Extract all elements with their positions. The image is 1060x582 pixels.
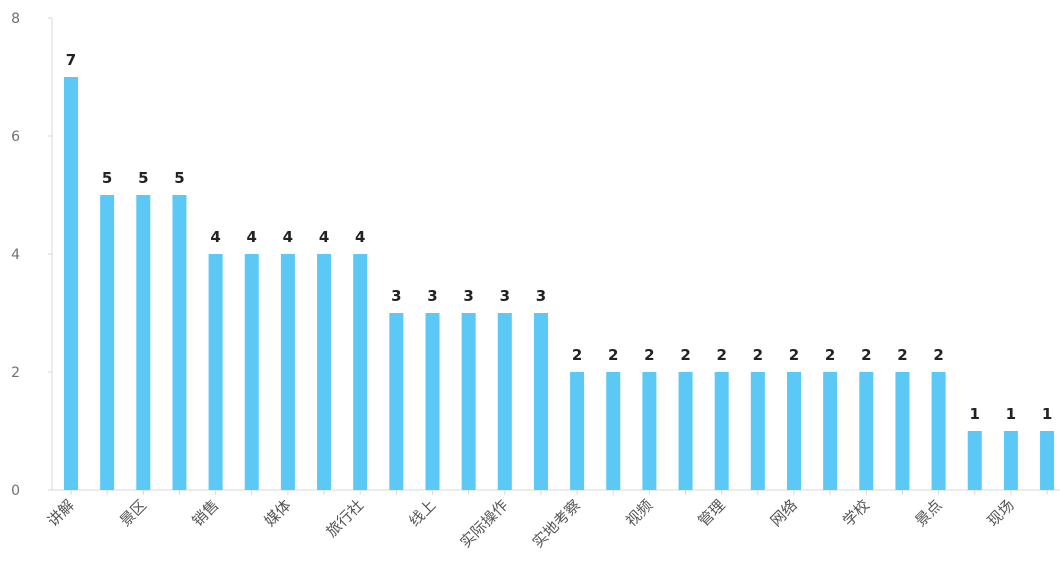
data-label: 4 <box>247 228 257 246</box>
data-label: 1 <box>1006 405 1016 423</box>
data-label: 2 <box>825 346 835 364</box>
data-label: 2 <box>789 346 799 364</box>
x-tick-label: 视频 <box>622 496 656 530</box>
data-label: 3 <box>500 287 510 305</box>
y-axis-ticks: 0 2 4 6 8 <box>11 11 52 499</box>
x-tick-label: 媒体 <box>261 496 295 530</box>
bar <box>787 372 801 490</box>
x-tick-label: 旅行社 <box>322 496 367 541</box>
bar <box>497 313 512 490</box>
bar <box>280 254 295 490</box>
data-label: 4 <box>355 228 365 246</box>
bar <box>931 372 946 490</box>
data-label: 3 <box>391 287 401 305</box>
bar <box>859 372 874 490</box>
bar <box>750 372 765 490</box>
data-label: 5 <box>102 169 112 187</box>
data-label: 5 <box>174 169 184 187</box>
data-label: 3 <box>463 287 473 305</box>
bar <box>823 372 838 490</box>
data-label: 4 <box>210 228 220 246</box>
x-tick-label: 销售 <box>188 496 222 530</box>
bar <box>533 313 548 490</box>
x-tick-label: 景区 <box>116 496 150 530</box>
data-label: 5 <box>138 169 148 187</box>
x-axis-ticks: 讲解 景区 销售 媒体 旅行社 线上 实际操作 实地考察 视频 管理 网络 学校 景点 现场 <box>44 490 1048 551</box>
data-label: 2 <box>716 346 726 364</box>
bar <box>1040 431 1055 490</box>
bar <box>389 313 404 490</box>
bar <box>64 77 78 490</box>
data-label: 4 <box>283 228 293 246</box>
x-tick-label: 讲解 <box>44 496 78 530</box>
data-label: 1 <box>1042 405 1052 423</box>
bar <box>642 372 657 490</box>
y-tick-label: 2 <box>11 365 20 381</box>
data-label: 4 <box>319 228 329 246</box>
y-tick-label: 6 <box>11 129 20 145</box>
bar <box>208 254 223 490</box>
bar <box>606 372 621 490</box>
bar <box>425 313 440 490</box>
data-labels: 7 5 5 5 4 4 4 4 4 3 3 3 3 3 2 2 2 2 2 2 2 2 2 2 2 1 1 1 <box>66 51 1052 423</box>
bar <box>895 372 910 490</box>
data-label: 2 <box>572 346 582 364</box>
bar <box>317 254 332 490</box>
x-tick-label: 管理 <box>695 496 729 530</box>
data-label: 2 <box>861 346 871 364</box>
bar <box>172 195 187 490</box>
data-label: 2 <box>680 346 690 364</box>
data-label: 2 <box>608 346 618 364</box>
data-label: 2 <box>933 346 943 364</box>
data-label: 1 <box>970 405 980 423</box>
x-tick-label: 实地考察 <box>529 496 584 551</box>
y-tick-label: 4 <box>11 247 20 263</box>
x-tick-label: 景点 <box>911 496 945 530</box>
bars <box>64 77 1055 490</box>
data-label: 2 <box>897 346 907 364</box>
y-tick-label: 0 <box>11 483 20 499</box>
bar <box>1003 431 1018 490</box>
x-tick-label: 现场 <box>984 496 1018 530</box>
data-label: 2 <box>644 346 654 364</box>
bar <box>714 372 729 490</box>
bar <box>244 254 259 490</box>
x-tick-label: 学校 <box>839 496 873 530</box>
bar <box>353 254 368 490</box>
data-label: 3 <box>536 287 546 305</box>
data-label: 2 <box>753 346 763 364</box>
bar <box>570 372 585 490</box>
bar <box>136 195 151 490</box>
y-tick-label: 8 <box>11 11 20 27</box>
bar <box>100 195 115 490</box>
x-tick-label: 实际操作 <box>456 496 511 551</box>
bar <box>461 313 476 490</box>
bar <box>967 431 982 490</box>
x-tick-label: 网络 <box>767 496 801 530</box>
data-label: 7 <box>66 51 76 69</box>
bar <box>678 372 693 490</box>
data-label: 3 <box>427 287 437 305</box>
x-tick-label: 线上 <box>405 496 439 530</box>
